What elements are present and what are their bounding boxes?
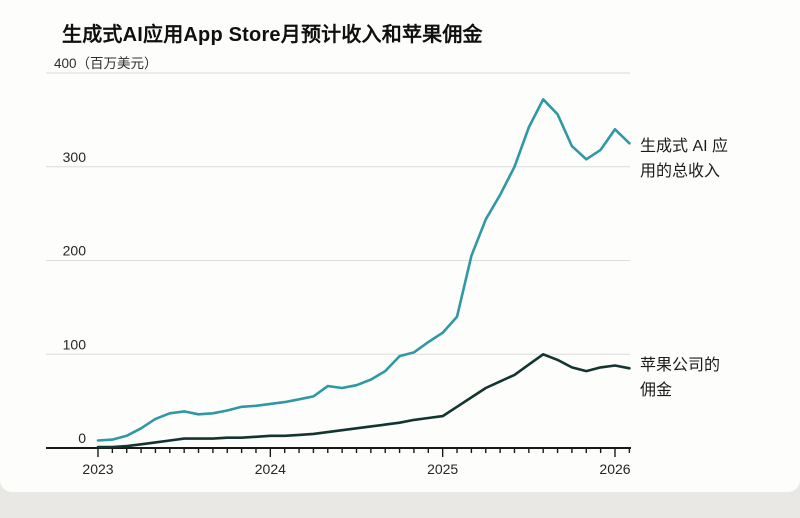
y-tick-label-200: 200 [63, 243, 87, 259]
line-chart: 0 100 200 300 2023 2024 2025 2026 [46, 72, 631, 477]
commission-series-label-line1: 苹果公司的 [640, 357, 721, 374]
chart-title: 生成式AI应用App Store月预计收入和苹果佣金 [62, 24, 483, 46]
revenue-line [96, 98, 631, 442]
revenue-series-label: 生成式 AI 应 用的总收入 [640, 134, 790, 184]
commission-line [96, 352, 631, 449]
y-tick-label-0: 0 [78, 430, 86, 446]
commission-series-label-line2: 佣金 [640, 382, 673, 399]
x-tick-label-2024: 2024 [255, 461, 286, 477]
x-tick-label-2023: 2023 [82, 461, 113, 477]
x-tick-label-2025: 2025 [427, 461, 458, 477]
x-tick-label-2026: 2026 [599, 461, 630, 477]
y-tick-label-300: 300 [63, 149, 87, 165]
commission-series-label: 苹果公司的 佣金 [640, 353, 790, 403]
chart-card: 生成式AI应用App Store月预计收入和苹果佣金 400（百万美元） 0 10… [0, 0, 800, 492]
y-axis-max-and-unit-label: 400（百万美元） [54, 56, 158, 71]
revenue-series-label-line2: 用的总收入 [640, 163, 721, 180]
revenue-series-label-line1: 生成式 AI 应 [640, 138, 729, 155]
y-tick-label-100: 100 [63, 336, 87, 352]
